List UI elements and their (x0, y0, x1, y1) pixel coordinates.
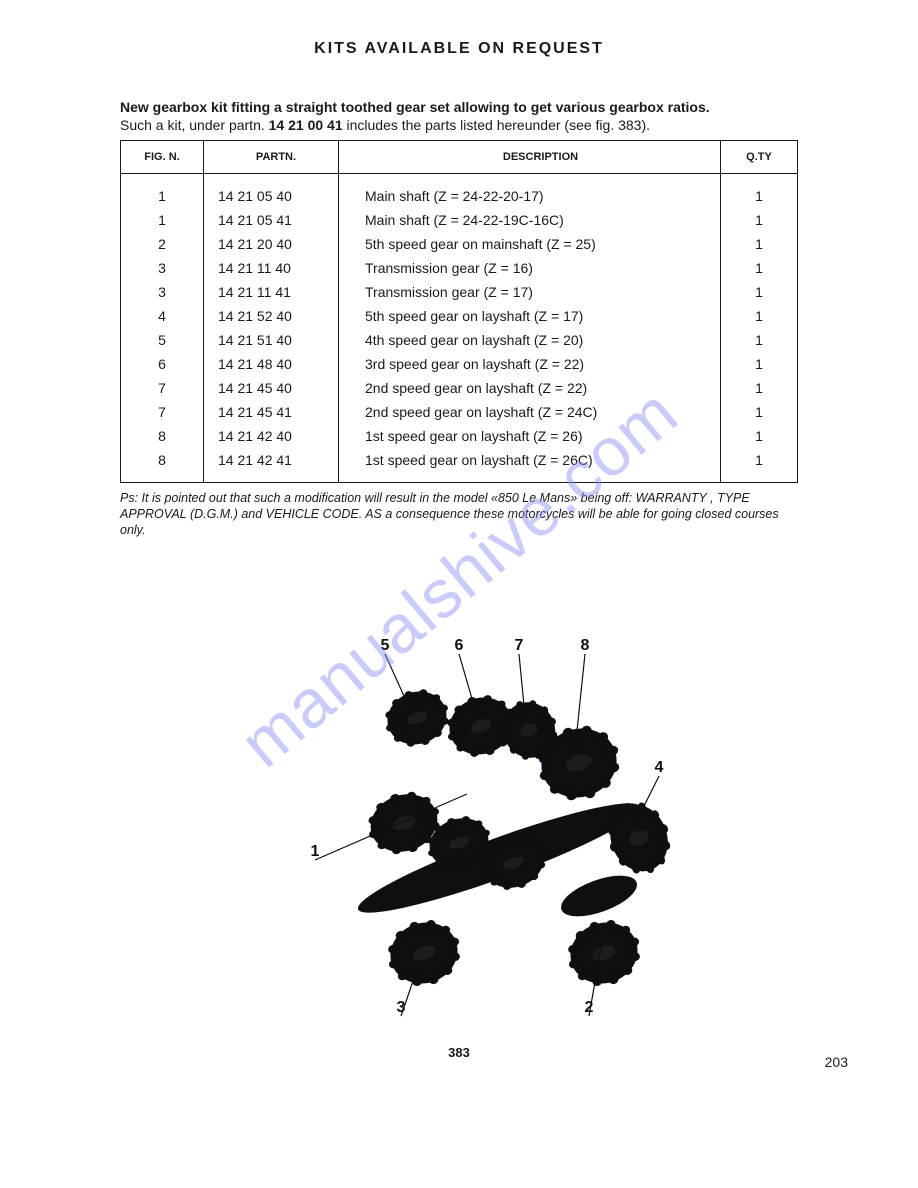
cell-partn: 14 21 11 40 (204, 256, 339, 280)
cell-partn: 14 21 52 40 (204, 304, 339, 328)
cell-fig: 8 (121, 424, 204, 448)
svg-text:3: 3 (397, 999, 406, 1016)
cell-fig: 7 (121, 400, 204, 424)
intro-line2-pre: Such a kit, under partn. (120, 117, 269, 133)
cell-partn: 14 21 45 40 (204, 376, 339, 400)
cell-fig: 7 (121, 376, 204, 400)
cell-qty: 1 (721, 304, 798, 328)
th-desc: DESCRIPTION (339, 141, 721, 174)
th-partn: PARTN. (204, 141, 339, 174)
cell-qty: 1 (721, 400, 798, 424)
postscript-note: Ps: It is pointed out that such a modifi… (120, 491, 798, 538)
cell-partn: 14 21 45 41 (204, 400, 339, 424)
svg-text:5: 5 (381, 637, 390, 654)
cell-desc: 5th speed gear on mainshaft (Z = 25) (339, 232, 721, 256)
table-row: 114 21 05 41Main shaft (Z = 24-22-19C-16… (121, 208, 798, 232)
cell-partn: 14 21 11 41 (204, 280, 339, 304)
cell-qty: 1 (721, 232, 798, 256)
cell-desc: 1st speed gear on layshaft (Z = 26C) (339, 448, 721, 483)
cell-desc: 2nd speed gear on layshaft (Z = 24C) (339, 400, 721, 424)
cell-fig: 6 (121, 352, 204, 376)
th-qty: Q.TY (721, 141, 798, 174)
cell-desc: 4th speed gear on layshaft (Z = 20) (339, 328, 721, 352)
table-row: 114 21 05 40Main shaft (Z = 24-22-20-17)… (121, 174, 798, 209)
cell-qty: 1 (721, 376, 798, 400)
cell-desc: 2nd speed gear on layshaft (Z = 22) (339, 376, 721, 400)
cell-fig: 3 (121, 280, 204, 304)
cell-qty: 1 (721, 208, 798, 232)
cell-partn: 14 21 42 41 (204, 448, 339, 483)
cell-partn: 14 21 51 40 (204, 328, 339, 352)
cell-partn: 14 21 48 40 (204, 352, 339, 376)
cell-partn: 14 21 42 40 (204, 424, 339, 448)
cell-fig: 1 (121, 174, 204, 209)
cell-fig: 2 (121, 232, 204, 256)
exploded-view-svg: 1 2 3 4 5 6 7 8 (199, 598, 719, 1038)
table-row: 514 21 51 404th speed gear on layshaft (… (121, 328, 798, 352)
svg-text:7: 7 (515, 637, 524, 654)
svg-text:2: 2 (585, 999, 594, 1016)
cell-qty: 1 (721, 328, 798, 352)
cell-desc: Main shaft (Z = 24-22-19C-16C) (339, 208, 721, 232)
cell-desc: Transmission gear (Z = 17) (339, 280, 721, 304)
table-row: 314 21 11 41Transmission gear (Z = 17)1 (121, 280, 798, 304)
table-header-row: FIG. N. PARTN. DESCRIPTION Q.TY (121, 141, 798, 174)
cell-desc: Transmission gear (Z = 16) (339, 256, 721, 280)
parts-table: FIG. N. PARTN. DESCRIPTION Q.TY 114 21 0… (120, 140, 798, 483)
cell-desc: Main shaft (Z = 24-22-20-17) (339, 174, 721, 209)
cell-qty: 1 (721, 448, 798, 483)
page-number: 203 (825, 1054, 848, 1070)
cell-fig: 1 (121, 208, 204, 232)
table-row: 414 21 52 405th speed gear on layshaft (… (121, 304, 798, 328)
svg-text:8: 8 (581, 637, 590, 654)
cell-fig: 4 (121, 304, 204, 328)
cell-desc: 3rd speed gear on layshaft (Z = 22) (339, 352, 721, 376)
table-row: 214 21 20 405th speed gear on mainshaft … (121, 232, 798, 256)
intro-paragraph: New gearbox kit fitting a straight tooth… (120, 98, 798, 134)
svg-text:4: 4 (655, 759, 664, 776)
intro-line2-post: includes the parts listed hereunder (see… (343, 117, 650, 133)
cell-desc: 5th speed gear on layshaft (Z = 17) (339, 304, 721, 328)
cell-fig: 8 (121, 448, 204, 483)
cell-qty: 1 (721, 280, 798, 304)
table-row: 714 21 45 412nd speed gear on layshaft (… (121, 400, 798, 424)
table-row: 314 21 11 40Transmission gear (Z = 16)1 (121, 256, 798, 280)
table-row: 814 21 42 401st speed gear on layshaft (… (121, 424, 798, 448)
cell-fig: 3 (121, 256, 204, 280)
manual-page: manualshive.com KITS AVAILABLE ON REQUES… (0, 0, 918, 1090)
svg-text:1: 1 (311, 843, 320, 860)
intro-line2-partn: 14 21 00 41 (269, 117, 343, 133)
cell-partn: 14 21 20 40 (204, 232, 339, 256)
cell-partn: 14 21 05 40 (204, 174, 339, 209)
cell-fig: 5 (121, 328, 204, 352)
figure-383: 1 2 3 4 5 6 7 8 383 (60, 598, 858, 1060)
cell-desc: 1st speed gear on layshaft (Z = 26) (339, 424, 721, 448)
th-fig: FIG. N. (121, 141, 204, 174)
cell-qty: 1 (721, 174, 798, 209)
table-row: 614 21 48 403rd speed gear on layshaft (… (121, 352, 798, 376)
cell-qty: 1 (721, 256, 798, 280)
cell-qty: 1 (721, 424, 798, 448)
cell-partn: 14 21 05 41 (204, 208, 339, 232)
svg-text:6: 6 (455, 637, 464, 654)
figure-number: 383 (60, 1045, 858, 1060)
intro-line1: New gearbox kit fitting a straight tooth… (120, 99, 710, 115)
cell-qty: 1 (721, 352, 798, 376)
table-row: 714 21 45 402nd speed gear on layshaft (… (121, 376, 798, 400)
page-title: KITS AVAILABLE ON REQUEST (60, 40, 858, 58)
table-row: 814 21 42 411st speed gear on layshaft (… (121, 448, 798, 483)
